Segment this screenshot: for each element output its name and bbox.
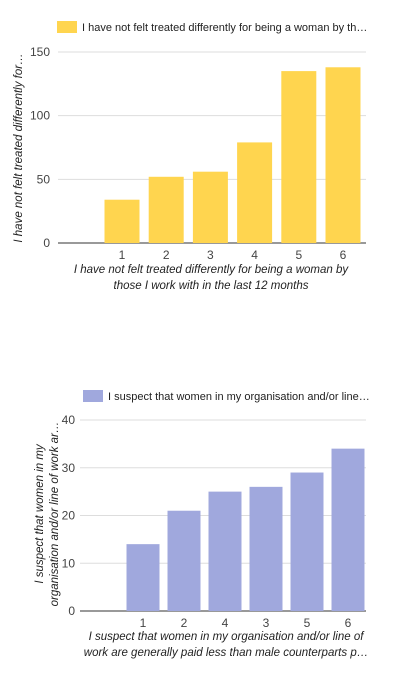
c2-bar [208, 491, 242, 611]
chart-1-x-axis-title-line-2: those I work with in the last 12 months [114, 280, 309, 292]
c2-x-tick-label: 1 [140, 616, 147, 630]
c2-bar [290, 472, 324, 611]
c2-bar [126, 544, 160, 611]
c2-x-tick-label: 2 [181, 616, 188, 630]
chart-2-x-axis-title-line-2: work are generally paid less than male c… [84, 647, 368, 659]
c2-x-tick-label: 5 [304, 616, 311, 630]
c1-x-tick-label: 4 [251, 248, 258, 262]
c2-x-tick-label: 6 [345, 616, 352, 630]
chart-1-x-tick-labels: 1 2 3 4 5 6 [119, 248, 347, 262]
c1-x-tick-label: 2 [163, 248, 170, 262]
c1-x-tick-label: 5 [295, 248, 302, 262]
c1-y-tick-label: 50 [37, 172, 51, 186]
c2-y-tick-label: 10 [62, 556, 76, 570]
c2-bar [167, 510, 201, 611]
c1-bar [192, 171, 228, 243]
c2-y-tick-label: 30 [62, 461, 76, 475]
c1-x-tick-label: 1 [119, 248, 126, 262]
chart-2-y-tick-labels: 0 10 20 30 40 [62, 413, 76, 618]
c1-x-tick-label: 3 [207, 248, 214, 262]
c1-bar [281, 71, 317, 243]
c2-bar [249, 486, 283, 611]
c1-bar [104, 199, 140, 243]
chart-1-legend-swatch [57, 21, 77, 33]
chart-2-y-axis-title-line-1: I suspect that women in my [34, 443, 46, 584]
c2-y-tick-label: 20 [62, 509, 76, 523]
chart-1-bars [104, 67, 361, 243]
c1-x-tick-label: 6 [340, 248, 347, 262]
c2-x-tick-label: 3 [263, 616, 270, 630]
c1-y-tick-label: 100 [30, 109, 50, 123]
c2-bar [331, 448, 365, 611]
chart-2-y-axis-title-line-2: organisation and/or line of work ar… [49, 422, 61, 607]
c1-bar [237, 142, 273, 243]
chart-2: I suspect that women in my organisation … [34, 390, 370, 659]
c1-y-tick-label: 0 [43, 236, 50, 250]
chart-2-legend-label: I suspect that women in my organisation … [108, 391, 370, 403]
chart-2-legend-swatch [83, 390, 103, 402]
c1-bar [148, 176, 184, 243]
chart-1-y-tick-labels: 0 50 100 150 [30, 45, 50, 250]
chart-1-x-axis-title-line-1: I have not felt treated differently for … [74, 264, 349, 276]
chart-1-y-axis-title: I have not felt treated differently for… [13, 53, 25, 242]
c1-y-tick-label: 150 [30, 45, 50, 59]
chart-2-x-axis-title-line-1: I suspect that women in my organisation … [89, 631, 366, 643]
c2-y-tick-label: 40 [62, 413, 76, 427]
c2-x-tick-label: 4 [222, 616, 229, 630]
chart-1-legend-label: I have not felt treated differently for … [82, 22, 367, 34]
chart-1: I have not felt treated differently for … [13, 21, 367, 292]
chart-2-bars [126, 448, 365, 611]
chart-2-x-tick-labels: 1 2 4 3 5 6 [140, 616, 352, 630]
c2-y-tick-label: 0 [68, 604, 75, 618]
c1-bar [325, 67, 361, 243]
